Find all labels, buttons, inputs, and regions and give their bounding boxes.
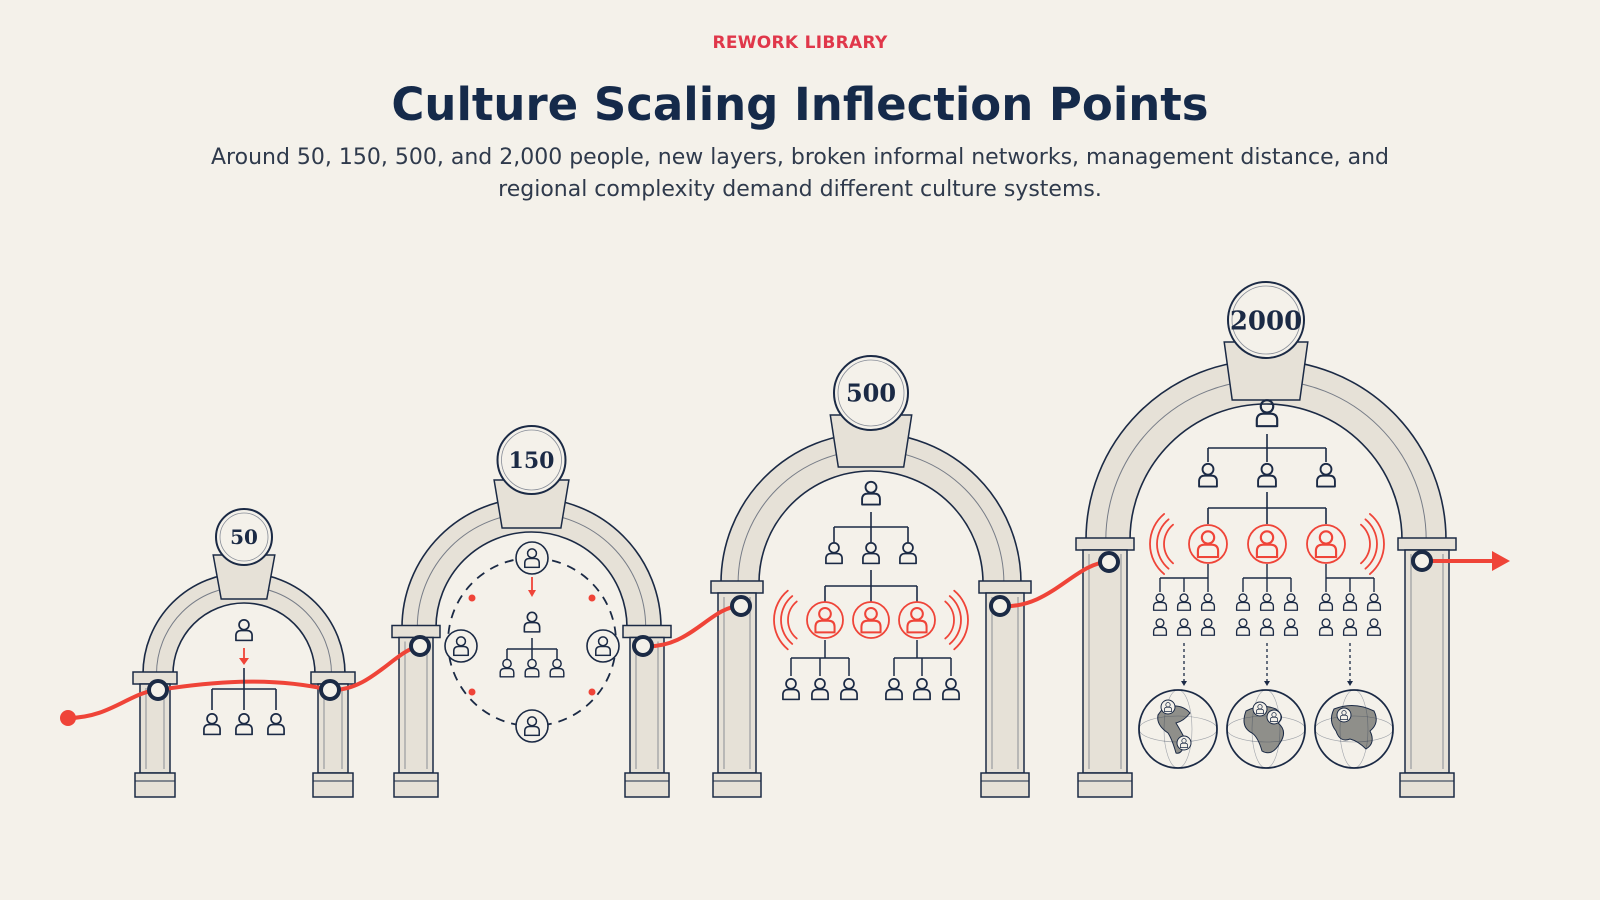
arch-band bbox=[142, 572, 346, 675]
network-break-dot bbox=[468, 594, 476, 602]
arrow-icon bbox=[1347, 681, 1353, 686]
person-icon bbox=[1235, 593, 1251, 611]
person-icon bbox=[1259, 593, 1275, 611]
person-icon bbox=[885, 677, 903, 701]
stage-contents bbox=[203, 399, 1394, 769]
stage-150-content bbox=[444, 541, 620, 743]
path-ring-node bbox=[147, 679, 169, 701]
path-ring-node bbox=[1411, 550, 1433, 572]
person-icon bbox=[1198, 462, 1218, 488]
signal-icon bbox=[944, 589, 969, 651]
growth-path bbox=[60, 550, 1510, 726]
arrow-icon bbox=[528, 590, 536, 597]
right-pillar bbox=[1397, 537, 1457, 798]
person-icon bbox=[1316, 462, 1336, 488]
globe-icon bbox=[1314, 689, 1394, 769]
eyebrow-label: REWORK LIBRARY bbox=[712, 33, 888, 53]
path-ring-node bbox=[409, 635, 431, 657]
arch-band bbox=[1085, 359, 1447, 541]
globe-icon bbox=[1226, 689, 1306, 769]
person-icon bbox=[1259, 618, 1275, 636]
stage-label: 150 bbox=[509, 448, 555, 474]
network-break-dot bbox=[588, 594, 596, 602]
path-ring-node bbox=[319, 679, 341, 701]
arrow-icon bbox=[239, 658, 249, 665]
person-icon bbox=[235, 618, 253, 642]
person-icon bbox=[1176, 593, 1192, 611]
arch-stage-2: 150 bbox=[391, 425, 672, 798]
person-icon bbox=[549, 658, 565, 678]
arch-band bbox=[401, 497, 662, 629]
path-ring-node bbox=[1098, 551, 1120, 573]
person-icon bbox=[942, 677, 960, 701]
arch-stage-4: 2000 bbox=[1075, 281, 1457, 798]
person-icon bbox=[825, 541, 843, 565]
person-icon bbox=[1342, 618, 1358, 636]
arch-stage-3: 500 bbox=[710, 355, 1032, 798]
person-icon bbox=[1176, 618, 1192, 636]
person-icon bbox=[899, 541, 917, 565]
network-break-dot bbox=[468, 688, 476, 696]
person-icon bbox=[1152, 618, 1168, 636]
page-subtitle: Around 50, 150, 500, and 2,000 people, n… bbox=[211, 145, 1389, 202]
path-ring-node bbox=[989, 595, 1011, 617]
path-start-dot bbox=[60, 710, 76, 726]
arch-band bbox=[720, 432, 1022, 584]
stage-medallion bbox=[496, 425, 567, 495]
stage-label: 500 bbox=[846, 379, 896, 408]
stage-label: 50 bbox=[230, 525, 258, 549]
signal-icon bbox=[773, 589, 798, 651]
person-icon bbox=[1366, 593, 1382, 611]
left-pillar bbox=[391, 624, 441, 798]
person-icon bbox=[1235, 618, 1251, 636]
person-icon bbox=[1200, 618, 1216, 636]
signal-icon bbox=[1149, 513, 1174, 575]
person-icon bbox=[1318, 618, 1334, 636]
person-icon bbox=[1283, 593, 1299, 611]
stage-medallion bbox=[833, 355, 909, 431]
person-icon bbox=[861, 480, 881, 506]
person-icon bbox=[499, 658, 515, 678]
person-icon bbox=[913, 677, 931, 701]
stage-label: 2000 bbox=[1230, 306, 1302, 336]
person-icon bbox=[1257, 462, 1277, 488]
globe-icon bbox=[1138, 689, 1218, 769]
path-ring-node bbox=[730, 595, 752, 617]
stage-500-content bbox=[773, 480, 969, 701]
stage-50-content bbox=[203, 618, 285, 736]
stage-medallion bbox=[1227, 281, 1305, 359]
person-icon bbox=[782, 677, 800, 701]
person-icon bbox=[235, 712, 253, 736]
signal-icon bbox=[1360, 513, 1385, 575]
page-title: Culture Scaling Inflection Points bbox=[391, 78, 1209, 131]
path-arrow-icon bbox=[1492, 551, 1510, 571]
person-icon bbox=[524, 658, 540, 678]
right-pillar bbox=[978, 580, 1032, 798]
growth-line bbox=[66, 559, 1502, 720]
person-icon bbox=[811, 677, 829, 701]
person-icon bbox=[1283, 618, 1299, 636]
left-pillar bbox=[1075, 537, 1135, 798]
arrow-icon bbox=[1181, 681, 1187, 686]
person-icon bbox=[1152, 593, 1168, 611]
person-icon bbox=[203, 712, 221, 736]
left-pillar bbox=[710, 580, 764, 798]
arches-layer: 50 150 500 2000 bbox=[132, 281, 1457, 798]
person-icon bbox=[840, 677, 858, 701]
network-break-dot bbox=[588, 688, 596, 696]
person-icon bbox=[1366, 618, 1382, 636]
path-ring-node bbox=[632, 635, 654, 657]
stage-medallion bbox=[215, 508, 273, 566]
person-icon bbox=[267, 712, 285, 736]
person-icon bbox=[523, 611, 541, 633]
person-icon bbox=[1318, 593, 1334, 611]
person-icon bbox=[1342, 593, 1358, 611]
stage-2000-content bbox=[1138, 399, 1394, 769]
arrow-icon bbox=[1264, 681, 1270, 686]
person-icon bbox=[862, 541, 880, 565]
person-icon bbox=[1200, 593, 1216, 611]
